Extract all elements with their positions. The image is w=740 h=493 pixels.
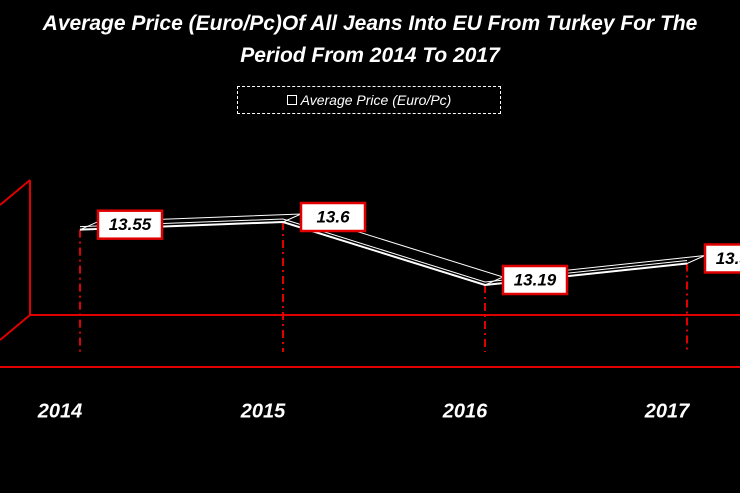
legend-label: Average Price (Euro/Pc) xyxy=(300,92,452,108)
x-tick-label: 2016 xyxy=(442,400,488,422)
floor xyxy=(0,179,740,368)
wall-top-edge xyxy=(0,179,31,206)
ribbon-rib xyxy=(686,255,706,264)
value-label: 13.6 xyxy=(316,207,350,226)
legend-swatch xyxy=(286,95,297,105)
value-label-box xyxy=(501,264,569,296)
floor-side-edge xyxy=(0,314,31,341)
legend: Average Price (Euro/Pc) xyxy=(237,86,501,114)
value-label-box xyxy=(703,243,740,274)
line-ribbon-back xyxy=(97,213,706,278)
value-label-box xyxy=(299,201,367,233)
value-label: 13.33 xyxy=(716,249,740,268)
ribbon-rib xyxy=(79,221,99,231)
chart-title: Average Price (Euro/Pc)Of All Jeans Into… xyxy=(42,12,698,67)
line-inner xyxy=(79,218,688,283)
value-label: 13.55 xyxy=(109,215,152,234)
value-label: 13.19 xyxy=(514,270,557,289)
ribbon-rib xyxy=(282,213,302,223)
line xyxy=(79,220,688,287)
x-tick-label: 2014 xyxy=(37,400,83,422)
x-tick-label: 2017 xyxy=(644,400,690,422)
value-label-box xyxy=(96,209,164,240)
x-tick-label: 2015 xyxy=(240,400,286,422)
